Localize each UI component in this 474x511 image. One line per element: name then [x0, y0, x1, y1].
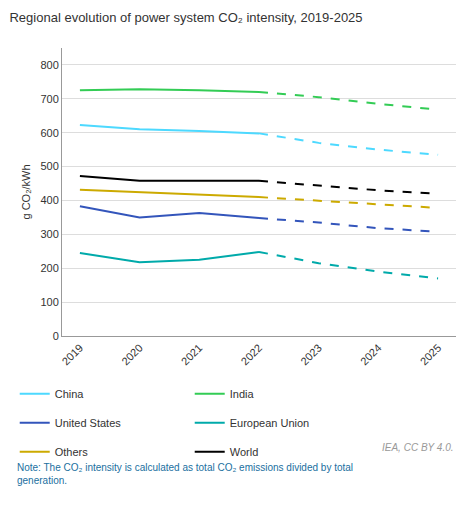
- svg-text:India: India: [230, 388, 255, 400]
- svg-text:Others: Others: [55, 446, 89, 458]
- svg-text:600: 600: [40, 127, 58, 139]
- svg-text:China: China: [55, 388, 85, 400]
- svg-text:2019: 2019: [59, 342, 85, 368]
- svg-text:500: 500: [40, 160, 58, 172]
- svg-text:European Union: European Union: [230, 417, 310, 429]
- svg-text:800: 800: [40, 59, 58, 71]
- svg-text:200: 200: [40, 262, 58, 274]
- svg-text:2023: 2023: [298, 342, 324, 368]
- svg-text:2021: 2021: [179, 342, 205, 368]
- svg-text:400: 400: [40, 194, 58, 206]
- svg-text:Regional evolution of power sy: Regional evolution of power system CO₂ i…: [9, 10, 362, 25]
- svg-text:United States: United States: [55, 417, 122, 429]
- svg-text:700: 700: [40, 93, 58, 105]
- svg-text:2024: 2024: [358, 342, 384, 368]
- svg-text:300: 300: [40, 228, 58, 240]
- svg-text:2022: 2022: [239, 342, 265, 368]
- svg-text:Note: The CO₂ intensity is cal: Note: The CO₂ intensity is calculated as…: [17, 462, 353, 486]
- svg-text:0: 0: [53, 330, 59, 342]
- svg-text:g CO₂/kWh: g CO₂/kWh: [20, 165, 32, 220]
- svg-text:2025: 2025: [418, 342, 444, 368]
- svg-text:100: 100: [40, 296, 58, 308]
- svg-text:IEA, CC BY 4.0.: IEA, CC BY 4.0.: [382, 442, 454, 453]
- svg-text:2020: 2020: [119, 342, 145, 368]
- svg-text:World: World: [230, 446, 259, 458]
